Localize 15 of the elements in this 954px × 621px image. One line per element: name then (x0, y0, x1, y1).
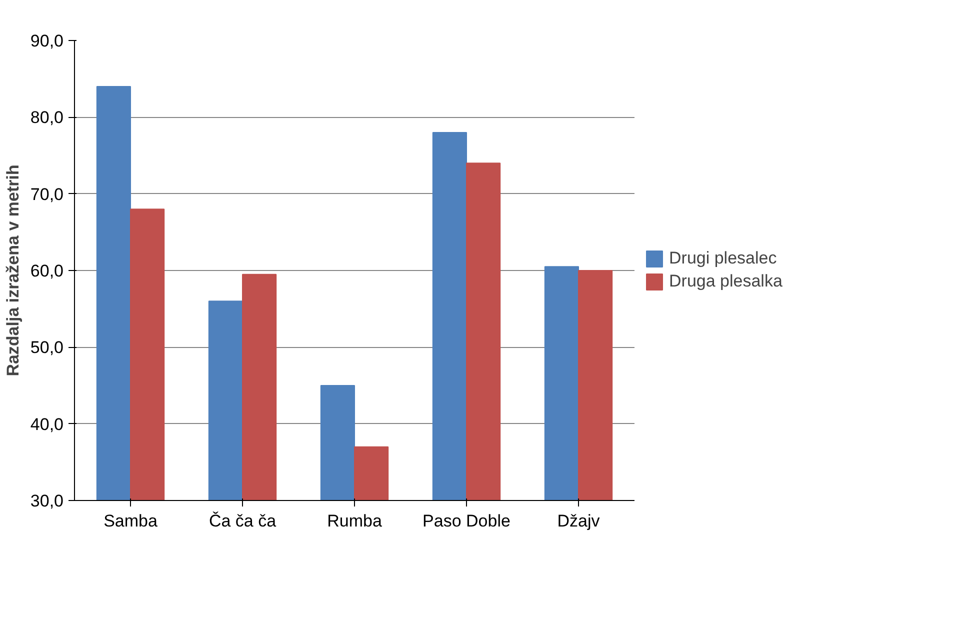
x-tick-label: Ča ča ča (208, 512, 277, 530)
legend-label: Druga plesalka (669, 272, 782, 292)
legend-label: Drugi plesalec (669, 248, 777, 268)
x-tick-label: Samba (104, 512, 158, 530)
y-tick-label: 40,0 (30, 414, 64, 434)
y-tick-label: 30,0 (30, 492, 64, 510)
x-tick-label: Džajv (557, 512, 600, 530)
y-tick-label: 50,0 (30, 338, 64, 358)
y-tick-label: 90,0 (30, 32, 64, 50)
y-tick-label: 80,0 (30, 108, 64, 128)
y-tick-label: 60,0 (30, 262, 64, 280)
y-axis-title: Razdalja izražena v metrih (3, 164, 22, 376)
y-tick-label: 70,0 (30, 184, 64, 204)
x-tick-label: Paso Doble (422, 512, 510, 530)
x-tick-label: Rumba (327, 512, 382, 530)
